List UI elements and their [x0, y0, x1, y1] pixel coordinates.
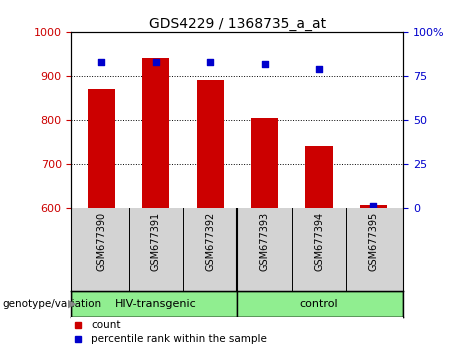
- Point: [98, 59, 105, 65]
- Text: GSM677393: GSM677393: [260, 212, 270, 271]
- Point: [261, 61, 268, 67]
- Text: GSM677392: GSM677392: [205, 212, 215, 272]
- Bar: [142, 58, 169, 208]
- Bar: [360, 205, 387, 208]
- Point: [315, 66, 323, 72]
- Bar: [88, 89, 115, 208]
- Bar: [71, 291, 237, 317]
- Text: GSM677394: GSM677394: [314, 212, 324, 271]
- Text: ▶: ▶: [68, 299, 77, 309]
- Text: HIV-transgenic: HIV-transgenic: [115, 299, 197, 309]
- Bar: [306, 146, 333, 208]
- Text: control: control: [300, 299, 338, 309]
- Text: count: count: [91, 320, 121, 330]
- Text: GSM677391: GSM677391: [151, 212, 161, 271]
- Text: percentile rank within the sample: percentile rank within the sample: [91, 335, 267, 344]
- Text: genotype/variation: genotype/variation: [2, 299, 101, 309]
- Point: [152, 59, 160, 65]
- Title: GDS4229 / 1368735_a_at: GDS4229 / 1368735_a_at: [149, 17, 326, 31]
- Point: [370, 203, 377, 209]
- Point: [207, 59, 214, 65]
- Text: GSM677395: GSM677395: [368, 212, 378, 272]
- Bar: [196, 80, 224, 208]
- Bar: [251, 118, 278, 208]
- Text: GSM677390: GSM677390: [96, 212, 106, 271]
- Bar: [237, 291, 403, 317]
